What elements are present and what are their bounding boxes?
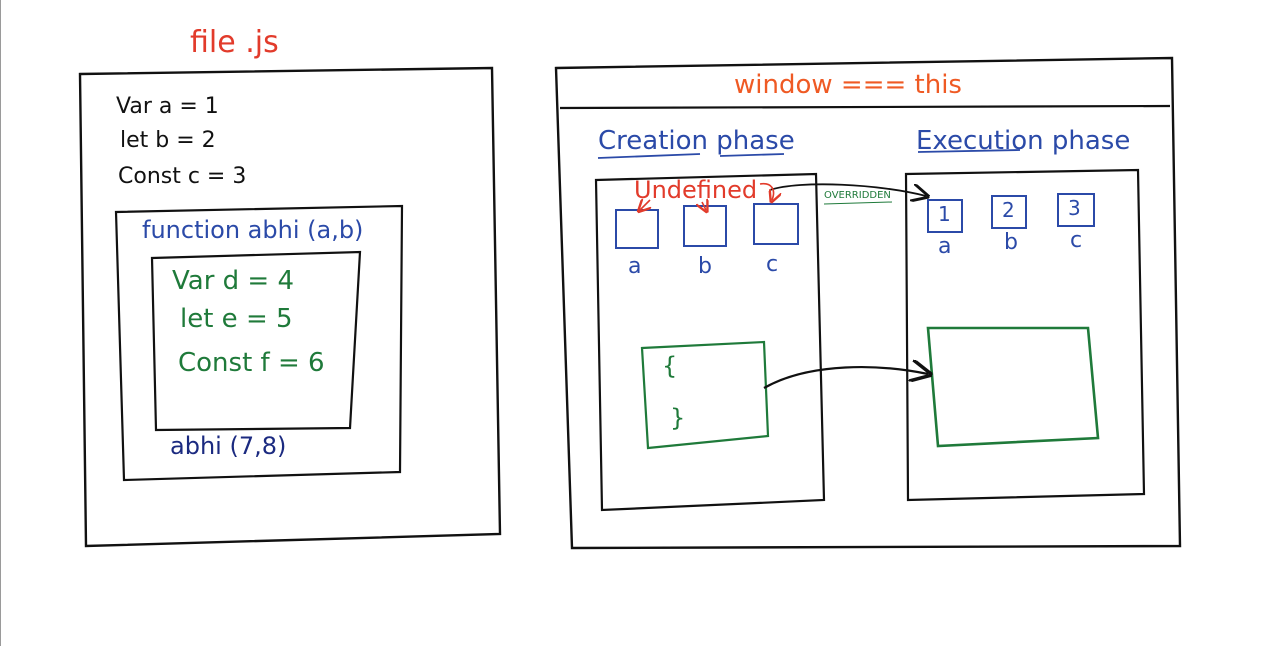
global-var-b: let b = 2 xyxy=(120,128,216,153)
local-var-e: let e = 5 xyxy=(180,304,293,334)
execution-var-label-a: a xyxy=(938,234,952,259)
undefined-pointer-a xyxy=(640,200,650,210)
global-var-c: Const c = 3 xyxy=(118,164,247,189)
function-body-box xyxy=(150,250,362,432)
execution-title-underline xyxy=(917,149,1021,153)
overridden-underline xyxy=(823,201,893,205)
execution-box xyxy=(904,168,1146,502)
function-close-brace: } xyxy=(670,404,686,432)
creation-title-underline xyxy=(597,153,701,159)
undefined-label: Undefined xyxy=(634,176,758,204)
overridden-label: OVERRIDDEN xyxy=(824,190,891,201)
creation-var-box-b xyxy=(683,205,727,247)
local-var-f: Const f = 6 xyxy=(178,348,325,378)
execution-var-box-a xyxy=(927,199,963,233)
undefined-pointer-c xyxy=(759,182,774,200)
context-header-divider xyxy=(559,104,1171,110)
function-header: function abhi (a,b) xyxy=(142,216,364,244)
execution-value-2: 2 xyxy=(1002,198,1015,222)
execution-function-box xyxy=(926,326,1100,448)
execution-var-box-b xyxy=(991,195,1027,229)
creation-var-label-b: b xyxy=(698,254,712,279)
file-box xyxy=(78,66,502,548)
execution-value-3: 3 xyxy=(1068,196,1081,220)
context-box xyxy=(554,56,1182,550)
execution-var-label-b: b xyxy=(1004,230,1018,255)
creation-var-label-a: a xyxy=(628,254,642,279)
function-open-brace: { xyxy=(662,352,678,380)
creation-phase-title: Creation phase xyxy=(598,126,795,156)
function-box xyxy=(114,204,404,482)
creation-function-box xyxy=(640,340,770,450)
file-title: file .js xyxy=(190,25,279,60)
creation-box xyxy=(594,172,826,512)
context-header: window === this xyxy=(734,70,962,100)
execution-value-1: 1 xyxy=(938,202,951,226)
creation-var-label-c: c xyxy=(766,252,779,277)
left-border xyxy=(0,0,1,646)
undefined-pointer-b xyxy=(702,202,706,210)
override-arrow xyxy=(769,183,926,196)
creation-var-box-a xyxy=(615,209,659,249)
global-var-a: Var a = 1 xyxy=(116,94,219,119)
execution-var-box-c xyxy=(1057,193,1095,227)
creation-title-underline-2 xyxy=(719,153,785,157)
creation-var-box-c xyxy=(753,203,799,245)
local-var-d: Var d = 4 xyxy=(172,266,295,296)
function-arrow xyxy=(763,367,928,389)
function-call: abhi (7,8) xyxy=(170,432,287,460)
execution-var-label-c: c xyxy=(1070,228,1083,253)
execution-phase-title: Execution phase xyxy=(916,126,1131,156)
